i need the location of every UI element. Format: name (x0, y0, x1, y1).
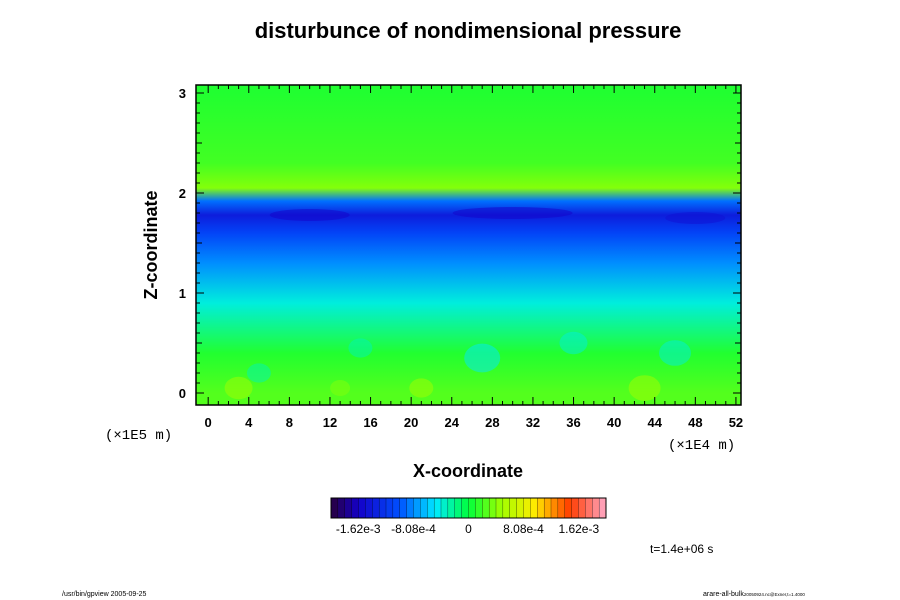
chart-title: disturbunce of nondimensional pressure (255, 18, 682, 43)
colorbar-step (550, 497, 559, 519)
colorbar-step (392, 497, 401, 519)
field-feature (559, 331, 588, 355)
field-feature (628, 375, 661, 401)
footer-right: arare-all-bulk20050924.nc@Exner,t=1.4000 (703, 591, 805, 598)
colorbar-tick-label: -8.08e-4 (391, 522, 436, 536)
colorbar-step (564, 497, 573, 519)
field-feature (452, 207, 573, 219)
colorbar-step (543, 497, 552, 519)
colorbar-step (516, 497, 524, 519)
colorbar-step (502, 497, 511, 519)
colorbar-step (344, 497, 353, 519)
colorbar-step (482, 497, 490, 519)
colorbar-step (358, 497, 366, 519)
y-unit-label: (×1E5 m) (105, 428, 172, 444)
colorbar-tick-label: 8.08e-4 (503, 522, 544, 536)
field-feature (464, 343, 501, 373)
y-tick-label: 1 (179, 286, 186, 301)
time-label: t=1.4e+06 s (650, 542, 713, 556)
colorbar-labels: -1.62e-3 -8.08e-4 0 8.08e-4 1.62e-3 (336, 522, 600, 536)
colorbar-step (592, 497, 600, 519)
colorbar-tick-label: -1.62e-3 (336, 522, 381, 536)
x-tick-label: 40 (607, 415, 621, 430)
x-tick-label: 36 (566, 415, 580, 430)
field-feature (348, 338, 373, 358)
colorbar-step (385, 497, 394, 519)
x-unit-label: (×1E4 m) (668, 438, 735, 454)
colorbar-step (468, 497, 476, 519)
x-tick-label: 48 (688, 415, 702, 430)
colorbar-step (509, 497, 518, 519)
colorbar-step (585, 497, 593, 519)
colorbar-step (337, 497, 346, 519)
colorbar-step (537, 497, 545, 519)
field-feature (246, 363, 271, 383)
field-feature (659, 340, 691, 366)
colorbar-step (378, 497, 387, 519)
colorbar-step (447, 497, 456, 519)
field-features (224, 207, 726, 401)
x-tick-label: 28 (485, 415, 499, 430)
footer-right-small: 20050924.nc@Exner,t=1.4000 (744, 592, 805, 597)
colorbar-step (330, 497, 339, 519)
colorbar-step (440, 497, 449, 519)
colorbar-step (406, 497, 414, 519)
plot-frame (195, 84, 742, 406)
y-tick-label: 2 (179, 186, 186, 201)
y-axis: 0 1 2 3 (179, 86, 741, 401)
x-tick-label: 8 (286, 415, 293, 430)
colorbar-tick-label: 1.62e-3 (558, 522, 599, 536)
x-tick-label: 44 (647, 415, 662, 430)
x-tick-label: 20 (404, 415, 418, 430)
plot-area (195, 84, 742, 406)
colorbar-step (557, 497, 566, 519)
y-tick-label: 0 (179, 386, 186, 401)
colorbar-step (461, 497, 469, 519)
colorbar-steps (330, 497, 607, 519)
colorbar-step (454, 497, 463, 519)
x-tick-label: 4 (245, 415, 253, 430)
colorbar-step (420, 497, 428, 519)
field-feature (330, 380, 351, 396)
field-feature (269, 209, 350, 221)
colorbar-step (578, 497, 586, 519)
colorbar-step (433, 497, 442, 519)
x-axis-label: X-coordinate (413, 461, 523, 481)
x-tick-label: 24 (445, 415, 460, 430)
y-axis-label: Z-coordinate (141, 190, 161, 299)
colorbar-step (488, 497, 497, 519)
colorbar-step (598, 497, 607, 519)
field-feature (409, 378, 434, 398)
colorbar-step (399, 497, 408, 519)
colorbar-step (475, 497, 483, 519)
colorbar-step (413, 497, 421, 519)
y-tick-label: 3 (179, 86, 186, 101)
field-feature (665, 212, 726, 224)
colorbar-step (427, 497, 435, 519)
colorbar-step (365, 497, 373, 519)
colorbar-step (372, 497, 380, 519)
x-tick-label: 32 (526, 415, 540, 430)
colorbar-step (530, 497, 538, 519)
footer-left: /usr/bin/gpview 2005-09-25 (62, 591, 147, 598)
x-tick-label: 16 (363, 415, 377, 430)
colorbar-tick-label: 0 (465, 522, 472, 536)
colorbar-step (523, 497, 531, 519)
x-tick-label: 52 (729, 415, 743, 430)
field-feature (224, 376, 253, 400)
x-tick-label: 0 (205, 415, 212, 430)
colorbar-step (571, 497, 579, 519)
colorbar-step (351, 497, 359, 519)
colorbar: -1.62e-3 -8.08e-4 0 8.08e-4 1.62e-3 (330, 497, 607, 536)
x-axis: 0 4 8 12 16 20 24 28 32 36 40 44 48 52 (205, 85, 743, 430)
footer-right-main: arare-all-bulk (703, 591, 744, 598)
x-tick-label: 12 (323, 415, 337, 430)
colorbar-step (495, 497, 504, 519)
colorbar-frame (330, 497, 607, 519)
